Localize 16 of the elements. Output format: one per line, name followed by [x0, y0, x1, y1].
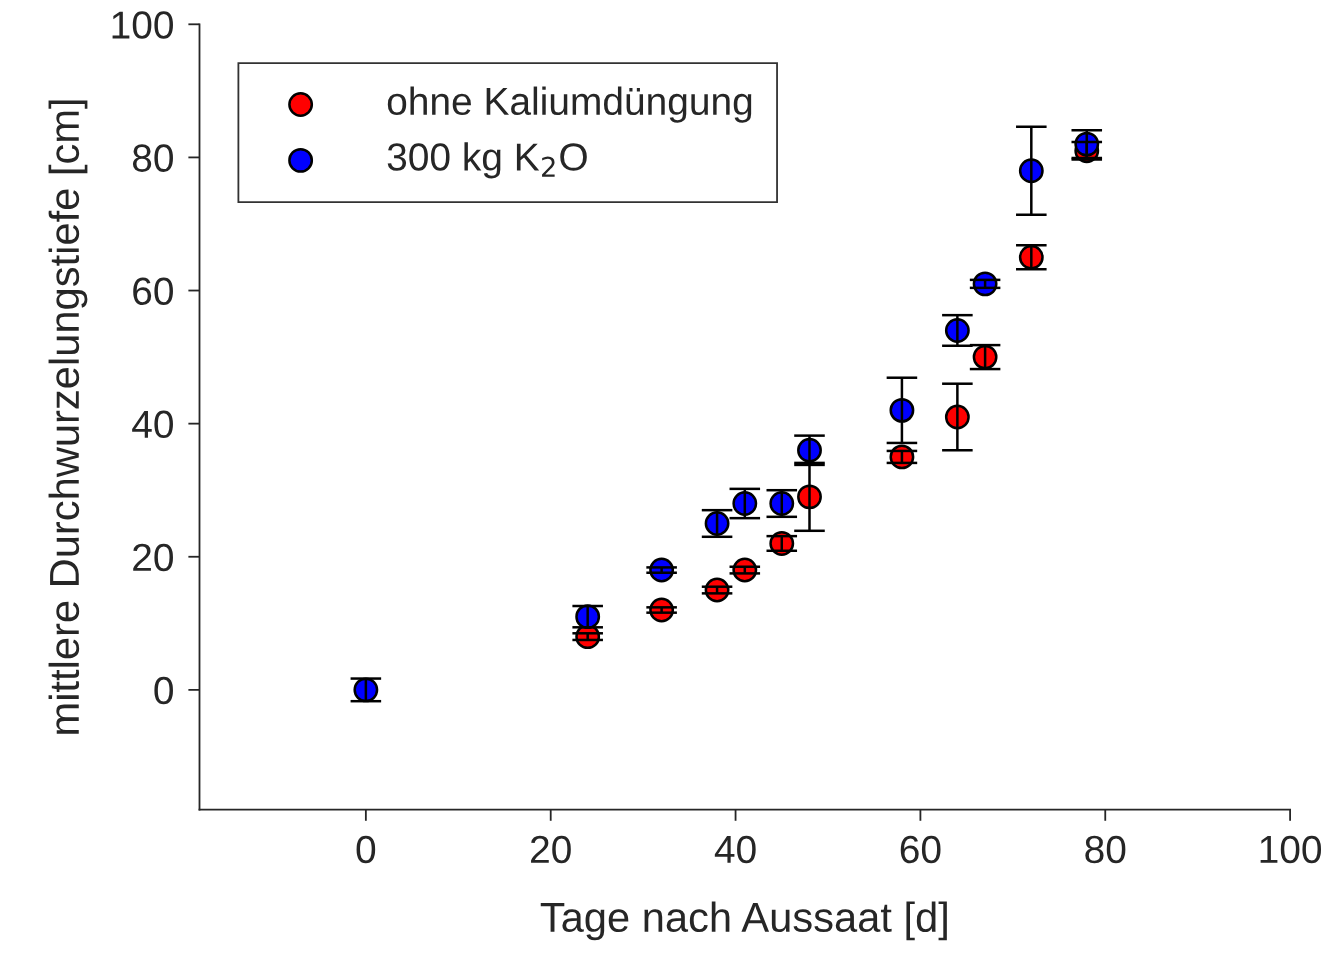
- y-axis-title: mittlere Durchwurzelungstiefe [cm]: [48, 100, 88, 734]
- y-tick-label: 60: [133, 277, 173, 305]
- y-tick-label: 40: [132, 410, 173, 439]
- x-axis-title: Tage nach Aussaat [d]: [540, 901, 947, 941]
- y-tick-label: 80: [132, 144, 173, 172]
- x-tick-label: 100: [1260, 835, 1322, 864]
- y-tick-label: 100: [112, 11, 173, 39]
- legend-label: ohne Kaliumdüngung: [387, 86, 752, 123]
- y-tick-label: 20: [133, 543, 173, 572]
- x-tick-label: 20: [531, 835, 571, 864]
- x-tick-label: 40: [714, 835, 756, 864]
- x-tick-label: 0: [356, 835, 376, 864]
- x-tick-label: 60: [900, 835, 941, 864]
- y-tick-label: 0: [154, 676, 173, 705]
- legend-label: 300 kg K$_{2}$O: [387, 142, 587, 179]
- x-tick-label: 80: [1085, 835, 1126, 864]
